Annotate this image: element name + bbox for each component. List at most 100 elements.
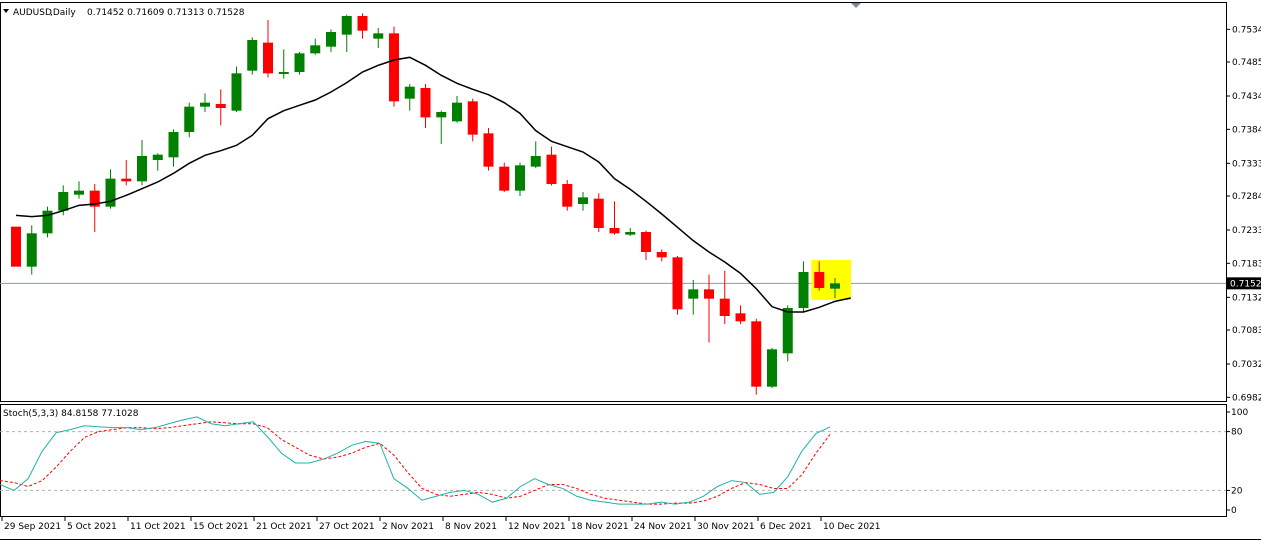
candle-body bbox=[389, 33, 399, 102]
time-tick-label: 11 Oct 2021 bbox=[130, 522, 186, 532]
candle[interactable] bbox=[751, 318, 762, 395]
candle[interactable] bbox=[121, 160, 132, 186]
candle[interactable] bbox=[452, 96, 462, 123]
price-panel[interactable] bbox=[0, 2, 1227, 402]
current-price-tag bbox=[1227, 277, 1261, 290]
candle[interactable] bbox=[499, 162, 510, 192]
price-tick-label: 0.7333 bbox=[1232, 159, 1261, 169]
candle[interactable] bbox=[152, 153, 163, 171]
candle-body bbox=[310, 45, 321, 54]
time-tick-label: 10 Dec 2021 bbox=[823, 522, 881, 532]
candle[interactable] bbox=[200, 93, 210, 112]
candle[interactable] bbox=[609, 201, 620, 235]
time-tick-label: 6 Dec 2021 bbox=[760, 522, 812, 532]
candle[interactable] bbox=[782, 305, 793, 362]
time-tick-label: 15 Oct 2021 bbox=[193, 522, 249, 532]
candle[interactable] bbox=[357, 13, 368, 39]
candle-body bbox=[263, 42, 273, 74]
candle-body bbox=[830, 283, 840, 289]
candle-body bbox=[798, 272, 809, 308]
candle[interactable] bbox=[625, 228, 636, 236]
candle-body bbox=[137, 156, 147, 182]
candle-body bbox=[704, 289, 714, 299]
candle[interactable] bbox=[74, 181, 84, 199]
candle-body bbox=[58, 192, 69, 211]
candle[interactable] bbox=[26, 225, 37, 275]
candle[interactable] bbox=[404, 84, 415, 111]
candle-body bbox=[452, 102, 462, 122]
candle[interactable] bbox=[767, 348, 777, 388]
candle[interactable] bbox=[341, 14, 352, 52]
stochastic-tick-label: 20 bbox=[1231, 486, 1243, 496]
candle[interactable] bbox=[247, 37, 258, 75]
symbol-dropdown-icon[interactable] bbox=[3, 9, 9, 13]
candle[interactable] bbox=[373, 28, 384, 48]
candle[interactable] bbox=[735, 305, 746, 324]
candle[interactable] bbox=[11, 226, 21, 267]
candle[interactable] bbox=[641, 230, 651, 260]
stochastic-signal-line bbox=[0, 421, 831, 505]
candle-body bbox=[546, 154, 557, 184]
candle-body bbox=[562, 184, 573, 207]
candle-body bbox=[625, 232, 636, 235]
candle-body bbox=[326, 32, 336, 47]
candle[interactable] bbox=[546, 146, 557, 186]
candle[interactable] bbox=[578, 192, 588, 211]
candle[interactable] bbox=[294, 52, 305, 75]
candle[interactable] bbox=[483, 128, 494, 171]
candle-body bbox=[11, 226, 21, 267]
candle[interactable] bbox=[688, 280, 699, 315]
candle[interactable] bbox=[42, 206, 53, 238]
candle-body bbox=[593, 198, 604, 228]
candle-body bbox=[467, 101, 478, 135]
candle[interactable] bbox=[798, 261, 809, 312]
candle-body bbox=[767, 349, 777, 387]
candle[interactable] bbox=[278, 49, 289, 79]
chart-shift-icon[interactable] bbox=[851, 3, 861, 8]
candle-body bbox=[530, 156, 541, 167]
price-tick-label: 0.7032 bbox=[1232, 360, 1261, 370]
candle[interactable] bbox=[215, 89, 226, 126]
candle-body bbox=[373, 33, 384, 39]
candle[interactable] bbox=[814, 261, 825, 291]
candle[interactable] bbox=[830, 278, 840, 298]
stochastic-panel[interactable] bbox=[0, 404, 1227, 517]
candle-body bbox=[200, 102, 210, 107]
candle[interactable] bbox=[704, 274, 714, 343]
candle[interactable] bbox=[672, 256, 683, 315]
candle[interactable] bbox=[562, 180, 573, 211]
candle-body bbox=[688, 289, 699, 299]
candle[interactable] bbox=[436, 110, 447, 144]
candle[interactable] bbox=[719, 270, 730, 324]
price-tick-label: 0.6982 bbox=[1232, 393, 1261, 403]
candle[interactable] bbox=[105, 169, 116, 209]
candle[interactable] bbox=[467, 98, 478, 142]
candle-body bbox=[247, 40, 258, 71]
candle[interactable] bbox=[89, 184, 100, 232]
stochastic-main-line bbox=[0, 416, 831, 505]
candle[interactable] bbox=[310, 38, 321, 55]
candle[interactable] bbox=[263, 20, 273, 78]
candle[interactable] bbox=[184, 102, 195, 138]
candle-body bbox=[294, 53, 305, 72]
time-tick-label: 5 Oct 2021 bbox=[67, 522, 117, 532]
candle[interactable] bbox=[168, 129, 179, 167]
candle-body bbox=[483, 133, 494, 167]
candle[interactable] bbox=[515, 162, 525, 196]
time-tick-label: 30 Nov 2021 bbox=[697, 522, 755, 532]
candle-body bbox=[105, 178, 116, 207]
candle-body bbox=[656, 252, 667, 258]
candle[interactable] bbox=[326, 29, 336, 52]
candle-body bbox=[278, 72, 289, 74]
candle[interactable] bbox=[389, 26, 399, 107]
candle[interactable] bbox=[656, 249, 667, 262]
candle-body bbox=[420, 88, 431, 118]
candle[interactable] bbox=[231, 66, 242, 112]
candle-body bbox=[231, 73, 242, 111]
candle[interactable] bbox=[530, 141, 541, 168]
candle[interactable] bbox=[420, 84, 431, 128]
candle[interactable] bbox=[593, 193, 604, 232]
candle-body bbox=[168, 132, 179, 158]
candle[interactable] bbox=[137, 140, 147, 186]
